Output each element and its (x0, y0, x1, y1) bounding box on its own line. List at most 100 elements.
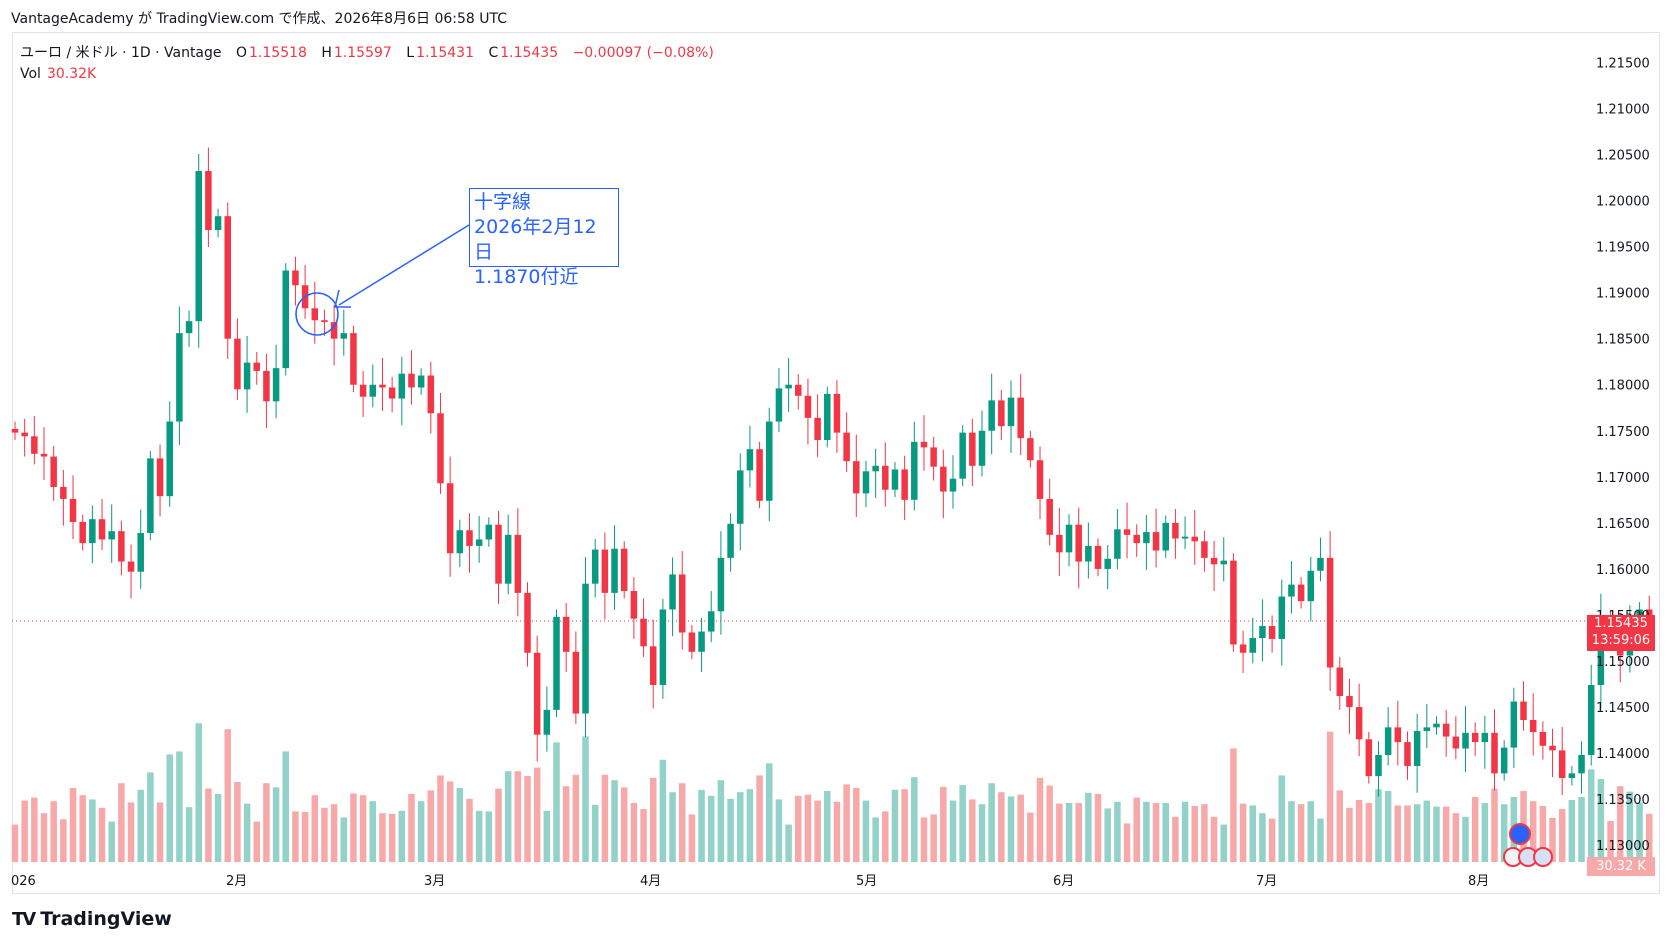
volume-bar (1491, 788, 1498, 862)
volume-legend: Vol 30.32K (20, 66, 96, 82)
annotation-line-2: 2026年2月12日 (474, 216, 597, 263)
volume-bar (301, 812, 309, 862)
volume-bar (1036, 777, 1044, 862)
price-tick-label: 1.20500 (1596, 148, 1650, 163)
volume-bar (1007, 796, 1015, 862)
volume-bar (611, 780, 618, 862)
volume-bar (1094, 794, 1102, 862)
candle-body (1085, 545, 1092, 562)
volume-bar (669, 792, 676, 862)
price-tick-label: 1.18000 (1596, 379, 1650, 394)
candle-body (272, 368, 280, 402)
candle-body (1529, 719, 1537, 732)
time-tick-label: 026 (11, 874, 36, 889)
volume-bar (553, 742, 560, 862)
volume-bar (1636, 802, 1643, 862)
volume-bar (69, 788, 77, 862)
candle-body (466, 530, 473, 546)
annotation-textbox[interactable]: 十字線 2026年2月12日 1.1870付近 (469, 188, 619, 288)
volume-bar (282, 751, 290, 862)
low-label: L (406, 45, 415, 61)
volume-bar (572, 774, 580, 862)
candle-body (147, 458, 154, 534)
volume-bar (185, 807, 193, 862)
time-tick-label: 2月 (226, 874, 247, 889)
volume-bar (998, 792, 1005, 862)
volume-bar (795, 795, 802, 862)
price-tick-label: 1.16000 (1596, 563, 1650, 578)
volume-bars (11, 723, 1653, 862)
candle-body (1384, 727, 1392, 755)
price-tick-label: 1.13000 (1596, 839, 1650, 854)
high-value: 1.15597 (333, 45, 392, 61)
candle-body (166, 421, 173, 497)
candle-body (1539, 731, 1547, 746)
volume-bar (533, 767, 541, 862)
price-tick-label: 1.20000 (1596, 195, 1650, 210)
volume-bar (978, 804, 986, 862)
volume-bar (833, 801, 841, 862)
candle-body (659, 609, 667, 685)
candle-body (1578, 754, 1585, 774)
event-icons (1503, 823, 1553, 867)
volume-bar (949, 800, 957, 862)
time-tick-label: 4月 (640, 874, 661, 889)
volume-bar (1268, 818, 1276, 862)
volume-bar (456, 788, 464, 862)
candle-body (1336, 667, 1344, 697)
candle-body (1587, 684, 1595, 755)
candle-body (369, 384, 377, 397)
candle-body (1326, 557, 1334, 668)
candle-body (1007, 397, 1015, 427)
candle-body (853, 461, 860, 494)
tradingview-logo[interactable]: 𝗧𝗩 TradingView (12, 908, 172, 930)
candle-body (1452, 736, 1460, 749)
candle-body (1520, 701, 1527, 720)
volume-bar (1162, 803, 1169, 862)
volume-bar (398, 810, 406, 862)
volume-bar (127, 802, 135, 862)
volume-bar (843, 784, 850, 862)
price-axis: 1.21500 1.21000 1.20500 1.20000 1.19500 1.190… (1596, 56, 1650, 854)
price-tick-label: 1.14500 (1596, 701, 1650, 716)
volume-bar (1143, 801, 1150, 862)
candle-body (882, 465, 889, 490)
volume-bar (311, 795, 319, 862)
volume-bar (330, 804, 338, 862)
candle-body (978, 430, 986, 466)
last-volume-tag: 30.32 K (1587, 857, 1655, 876)
candle-body (1210, 557, 1218, 565)
volume-bar (707, 795, 715, 862)
close-label: C (488, 45, 499, 61)
candle-body (1355, 707, 1363, 740)
price-tick-label: 1.17500 (1596, 425, 1650, 440)
symbol-title[interactable]: ユーロ / 米ドル · 1D · Vantage (20, 45, 222, 61)
chart-panel[interactable] (12, 32, 1660, 894)
volume-bar (814, 800, 821, 862)
candle-body (224, 216, 231, 339)
candle-body (137, 533, 144, 572)
volume-bar (1587, 769, 1595, 862)
candle-body (524, 592, 531, 653)
candle-body (514, 534, 522, 593)
volume-bar (1123, 823, 1131, 862)
candle-body (746, 449, 754, 471)
volume-bar (1201, 804, 1208, 862)
time-tick-label: 5月 (856, 874, 877, 889)
candle-body (1462, 732, 1469, 749)
volume-bar (1375, 789, 1382, 862)
volume-bar (340, 817, 348, 862)
candle-body (814, 417, 821, 440)
candle-body (1027, 438, 1034, 461)
price-tick-label: 1.21000 (1596, 102, 1650, 117)
candle-body (1133, 534, 1140, 544)
volume-label[interactable]: Vol (20, 66, 41, 82)
candle-body (775, 388, 783, 422)
volume-bar (234, 782, 241, 862)
candle-body (920, 441, 928, 448)
volume-bar (388, 813, 396, 862)
volume-bar (988, 783, 995, 862)
candle-body (1220, 560, 1227, 565)
volume-bar (591, 804, 599, 862)
